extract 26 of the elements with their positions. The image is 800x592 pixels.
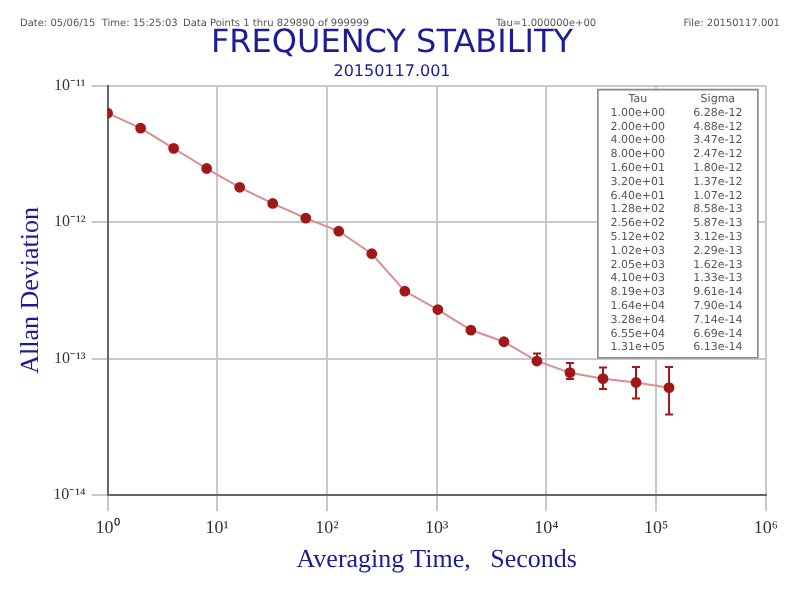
point <box>399 285 411 297</box>
point <box>465 324 477 336</box>
y-tick-label: 10⁻¹⁴ <box>53 485 86 504</box>
point <box>300 212 312 224</box>
point <box>201 163 213 174</box>
point <box>267 198 279 209</box>
x-tick-label: 10¹ <box>205 516 230 537</box>
x-axis-title: Averaging Time, Seconds <box>296 543 577 574</box>
x-tick-label: 10² <box>315 516 340 537</box>
chart-subtitle: 20150117.001 <box>333 62 451 81</box>
x-tick-label: 10⁴ <box>534 516 559 537</box>
x-tick-label: 10³ <box>425 516 450 537</box>
y-tick-label: 10⁻¹² <box>53 212 87 231</box>
x-tick-label: 10⁰ <box>95 516 120 537</box>
point <box>135 122 146 134</box>
point <box>168 142 180 154</box>
point <box>366 248 378 260</box>
y-tick-label: 10⁻¹¹ <box>53 75 87 94</box>
point <box>333 225 345 237</box>
point <box>498 336 510 348</box>
x-tick-label: 10⁶ <box>753 516 778 537</box>
y-axis-title: Allan Deviation <box>14 206 45 374</box>
x-tick-label: 10⁵ <box>644 516 669 537</box>
point <box>234 181 246 193</box>
point <box>432 304 444 315</box>
y-tick-label: 10⁻¹³ <box>53 348 87 367</box>
